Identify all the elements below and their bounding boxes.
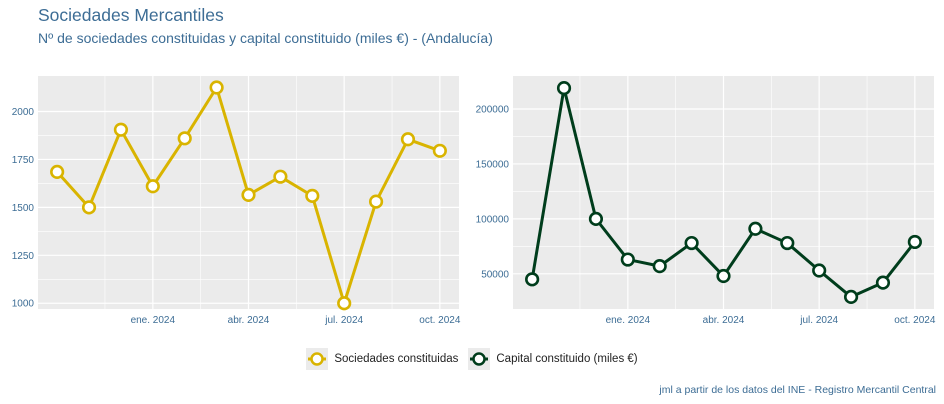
data-point-sociedades bbox=[50, 164, 65, 179]
data-point-sociedades bbox=[177, 131, 192, 146]
data-point-sociedades bbox=[337, 296, 352, 311]
data-point-capital bbox=[556, 80, 572, 96]
legend-key-capital bbox=[468, 348, 491, 370]
y-tick-label-sociedades: 1750 bbox=[12, 155, 35, 166]
y-tick-label-capital: 200000 bbox=[476, 104, 510, 115]
data-point-sociedades bbox=[145, 179, 160, 194]
data-point-sociedades bbox=[81, 200, 97, 215]
legend-item-capital: Capital constituido (miles €) bbox=[468, 348, 638, 370]
data-point-capital bbox=[907, 234, 922, 250]
data-point-sociedades bbox=[241, 187, 256, 202]
x-tick-label-sociedades: ene. 2024 bbox=[131, 315, 176, 326]
data-point-sociedades bbox=[273, 169, 288, 184]
legend: Sociedades constituidas Capital constitu… bbox=[0, 346, 944, 372]
data-point-capital bbox=[748, 221, 763, 236]
y-tick-label-sociedades: 1250 bbox=[12, 251, 35, 262]
data-point-sociedades bbox=[432, 143, 447, 158]
chart-subtitle: Nº de sociedades constituidas y capital … bbox=[38, 30, 493, 46]
y-tick-label-sociedades: 1000 bbox=[12, 299, 35, 310]
data-point-capital bbox=[620, 252, 635, 267]
data-point-capital bbox=[588, 211, 604, 226]
y-tick-label-capital: 150000 bbox=[476, 159, 510, 170]
legend-item-sociedades: Sociedades constituidas bbox=[306, 348, 458, 370]
data-point-sociedades bbox=[113, 122, 129, 137]
x-tick-label-sociedades: abr. 2024 bbox=[228, 315, 270, 326]
data-point-capital bbox=[843, 289, 859, 305]
legend-label-capital: Capital constituido (miles €) bbox=[496, 353, 638, 365]
data-point-capital bbox=[716, 268, 731, 284]
data-point-sociedades bbox=[400, 132, 416, 147]
y-tick-label-capital: 50000 bbox=[481, 269, 509, 280]
data-point-sociedades bbox=[368, 194, 384, 209]
source-caption: jml a partir de los datos del INE - Regi… bbox=[659, 384, 936, 396]
x-tick-label-capital: ene. 2024 bbox=[606, 315, 651, 326]
legend-label-sociedades: Sociedades constituidas bbox=[334, 353, 459, 365]
y-tick-label-sociedades: 2000 bbox=[12, 107, 35, 118]
data-point-capital bbox=[652, 259, 667, 274]
data-point-sociedades bbox=[209, 80, 224, 95]
x-tick-label-sociedades: oct. 2024 bbox=[419, 315, 461, 326]
x-tick-label-sociedades: jul. 2024 bbox=[324, 315, 363, 326]
legend-key-sociedades bbox=[306, 348, 329, 370]
x-tick-label-capital: oct. 2024 bbox=[894, 315, 936, 326]
data-point-capital bbox=[780, 235, 795, 251]
y-tick-label-capital: 100000 bbox=[476, 214, 510, 225]
data-point-capital bbox=[525, 272, 540, 287]
x-tick-label-capital: abr. 2024 bbox=[703, 315, 745, 326]
data-point-capital bbox=[812, 263, 827, 278]
data-point-capital bbox=[875, 275, 891, 290]
data-point-capital bbox=[684, 235, 699, 251]
data-point-sociedades bbox=[305, 188, 320, 203]
x-tick-label-capital: jul. 2024 bbox=[799, 315, 838, 326]
chart-title: Sociedades Mercantiles bbox=[38, 5, 224, 25]
y-tick-label-sociedades: 1500 bbox=[12, 203, 35, 214]
